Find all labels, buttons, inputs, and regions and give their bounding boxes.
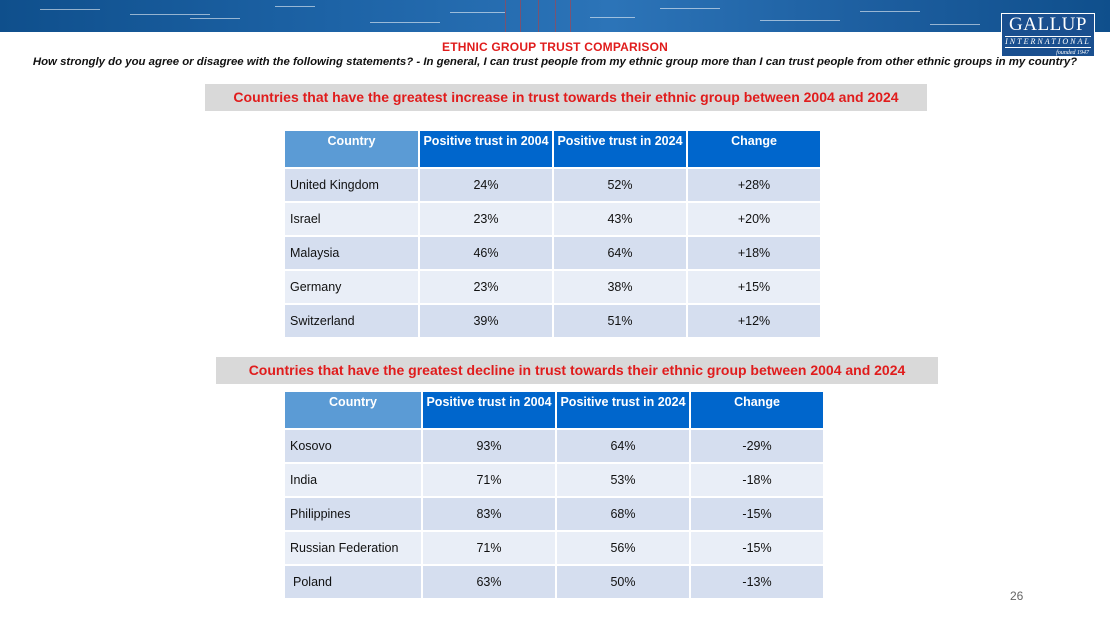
trust-2004-cell: 93%: [423, 430, 555, 462]
increase-table: Country Positive trust in 2004 Positive …: [283, 129, 822, 339]
decline-header-row: Country Positive trust in 2004 Positive …: [285, 392, 823, 428]
trust-2004-cell: 71%: [423, 464, 555, 496]
gallup-logo: GALLUP INTERNATIONAL founded 1947: [1001, 13, 1095, 57]
decline-section-heading: Countries that have the greatest decline…: [216, 357, 938, 384]
country-cell: Poland: [285, 566, 421, 598]
trust-2004-cell: 39%: [420, 305, 552, 337]
trust-2024-cell: 56%: [557, 532, 689, 564]
survey-question: How strongly do you agree or disagree wi…: [32, 56, 1078, 68]
logo-name: GALLUP: [1009, 14, 1087, 35]
country-cell: Israel: [285, 203, 418, 235]
page-number: 26: [1010, 589, 1024, 603]
country-cell: Germany: [285, 271, 418, 303]
table-row: Poland 63% 50% -13%: [285, 566, 823, 598]
column-header-country: Country: [285, 392, 421, 428]
page-title: ETHNIC GROUP TRUST COMPARISON: [441, 40, 669, 54]
trust-2004-cell: 63%: [423, 566, 555, 598]
trust-2004-cell: 46%: [420, 237, 552, 269]
country-cell: India: [285, 464, 421, 496]
trust-2024-cell: 43%: [554, 203, 686, 235]
change-cell: +18%: [688, 237, 820, 269]
trust-2024-cell: 68%: [557, 498, 689, 530]
table-row: India 71% 53% -18%: [285, 464, 823, 496]
country-cell: Kosovo: [285, 430, 421, 462]
logo-tagline: INTERNATIONAL: [1005, 36, 1091, 48]
column-header-trust-2024: Positive trust in 2024: [557, 392, 689, 428]
column-header-trust-2024: Positive trust in 2024: [554, 131, 686, 167]
header-banner: [0, 0, 1110, 32]
country-cell: Philippines: [285, 498, 421, 530]
trust-2024-cell: 64%: [557, 430, 689, 462]
change-cell: +20%: [688, 203, 820, 235]
trust-2024-cell: 64%: [554, 237, 686, 269]
trust-2004-cell: 23%: [420, 271, 552, 303]
change-cell: +12%: [688, 305, 820, 337]
country-cell: Russian Federation: [285, 532, 421, 564]
table-row: Israel 23% 43% +20%: [285, 203, 820, 235]
country-cell: Malaysia: [285, 237, 418, 269]
change-cell: -15%: [691, 498, 823, 530]
trust-2024-cell: 53%: [557, 464, 689, 496]
trust-2024-cell: 50%: [557, 566, 689, 598]
table-row: Kosovo 93% 64% -29%: [285, 430, 823, 462]
logo-founded: founded 1947: [1056, 50, 1089, 56]
country-cell: United Kingdom: [285, 169, 418, 201]
column-header-change: Change: [688, 131, 820, 167]
trust-2024-cell: 52%: [554, 169, 686, 201]
change-cell: +28%: [688, 169, 820, 201]
change-cell: -13%: [691, 566, 823, 598]
table-row: Philippines 83% 68% -15%: [285, 498, 823, 530]
table-row: United Kingdom 24% 52% +28%: [285, 169, 820, 201]
trust-2004-cell: 24%: [420, 169, 552, 201]
column-header-trust-2004: Positive trust in 2004: [420, 131, 552, 167]
table-row: Germany 23% 38% +15%: [285, 271, 820, 303]
country-cell: Switzerland: [285, 305, 418, 337]
trust-2004-cell: 23%: [420, 203, 552, 235]
column-header-change: Change: [691, 392, 823, 428]
change-cell: -29%: [691, 430, 823, 462]
column-header-country: Country: [285, 131, 418, 167]
table-row: Russian Federation 71% 56% -15%: [285, 532, 823, 564]
trust-2024-cell: 38%: [554, 271, 686, 303]
change-cell: -15%: [691, 532, 823, 564]
trust-2024-cell: 51%: [554, 305, 686, 337]
trust-2004-cell: 71%: [423, 532, 555, 564]
column-header-trust-2004: Positive trust in 2004: [423, 392, 555, 428]
change-cell: +15%: [688, 271, 820, 303]
change-cell: -18%: [691, 464, 823, 496]
table-row: Malaysia 46% 64% +18%: [285, 237, 820, 269]
table-row: Switzerland 39% 51% +12%: [285, 305, 820, 337]
trust-2004-cell: 83%: [423, 498, 555, 530]
decline-table: Country Positive trust in 2004 Positive …: [283, 390, 825, 600]
increase-header-row: Country Positive trust in 2004 Positive …: [285, 131, 820, 167]
increase-section-heading: Countries that have the greatest increas…: [205, 84, 927, 111]
